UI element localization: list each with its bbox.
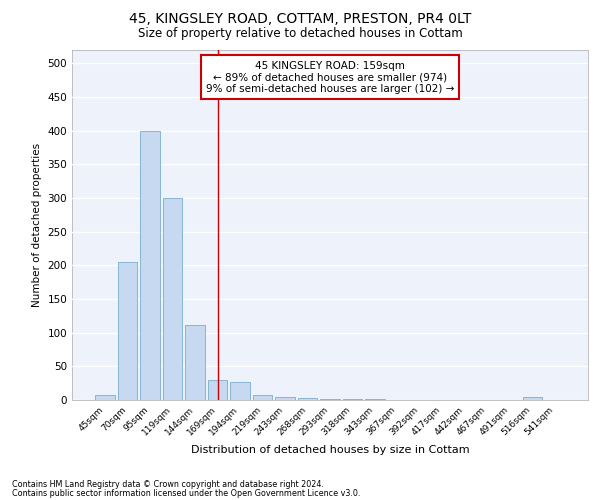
Y-axis label: Number of detached properties: Number of detached properties bbox=[32, 143, 42, 307]
Text: 45, KINGSLEY ROAD, COTTAM, PRESTON, PR4 0LT: 45, KINGSLEY ROAD, COTTAM, PRESTON, PR4 … bbox=[129, 12, 471, 26]
Bar bbox=[320, 398, 340, 400]
Bar bbox=[343, 398, 362, 400]
Bar bbox=[95, 394, 115, 400]
Bar bbox=[163, 198, 182, 400]
Bar bbox=[523, 398, 542, 400]
Text: Contains public sector information licensed under the Open Government Licence v3: Contains public sector information licen… bbox=[12, 488, 361, 498]
Bar bbox=[185, 324, 205, 400]
Bar bbox=[253, 394, 272, 400]
Bar bbox=[208, 380, 227, 400]
Bar bbox=[298, 398, 317, 400]
Text: 45 KINGSLEY ROAD: 159sqm
← 89% of detached houses are smaller (974)
9% of semi-d: 45 KINGSLEY ROAD: 159sqm ← 89% of detach… bbox=[206, 60, 454, 94]
Text: Contains HM Land Registry data © Crown copyright and database right 2024.: Contains HM Land Registry data © Crown c… bbox=[12, 480, 324, 489]
Bar bbox=[230, 382, 250, 400]
X-axis label: Distribution of detached houses by size in Cottam: Distribution of detached houses by size … bbox=[191, 446, 469, 456]
Bar bbox=[140, 131, 160, 400]
Text: Size of property relative to detached houses in Cottam: Size of property relative to detached ho… bbox=[137, 28, 463, 40]
Bar bbox=[365, 398, 385, 400]
Bar bbox=[275, 396, 295, 400]
Bar bbox=[118, 262, 137, 400]
